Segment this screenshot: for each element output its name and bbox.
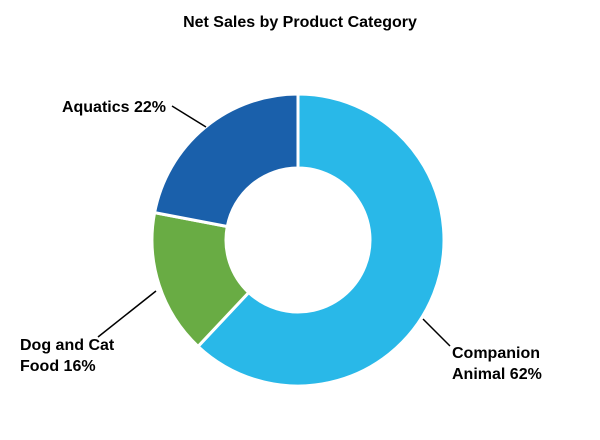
chart-title: Net Sales by Product Category xyxy=(183,14,417,31)
label-dog-cat-food: Dog and Cat Food 16% xyxy=(20,337,115,375)
donut-segment-aquatics xyxy=(153,92,300,229)
donut-segment-companion-animal xyxy=(196,92,446,388)
label-companion-animal: Companion Animal 62% xyxy=(452,345,542,383)
leader-line-aquatics xyxy=(171,105,207,128)
label-aquatics: Aquatics 22% xyxy=(61,99,166,116)
leader-line-dog-cat-food xyxy=(97,290,157,338)
leader-line-companion-animal xyxy=(422,318,451,347)
donut-segments xyxy=(150,92,446,388)
